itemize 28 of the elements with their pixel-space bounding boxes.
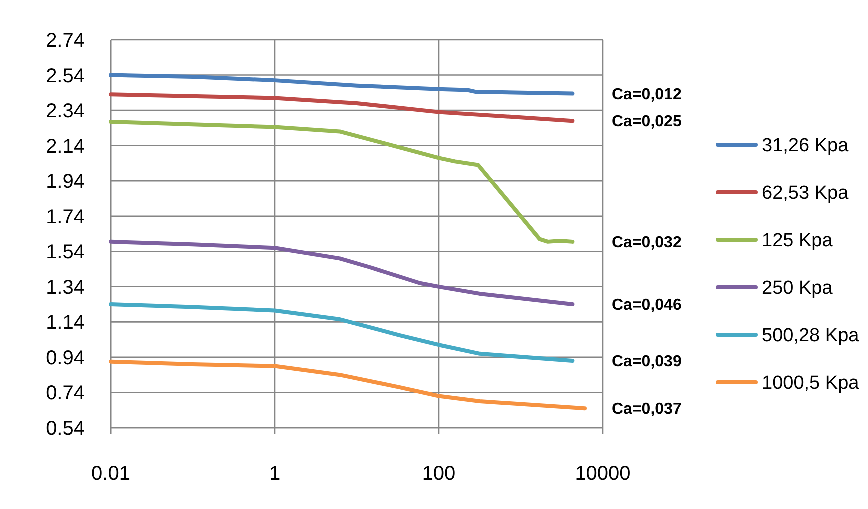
x-tick-label: 1	[269, 463, 281, 485]
y-tick-label: 1.54	[46, 242, 85, 264]
y-tick-label: 0.94	[46, 347, 85, 370]
text: Ca=0,025	[612, 114, 682, 131]
legend-label: 500,28 Kpa	[762, 326, 860, 347]
y-tick-label: 2.14	[46, 136, 85, 158]
y-tick-label: 1.14	[46, 312, 85, 334]
text: Ca=0,046	[612, 297, 682, 314]
legend-label: 125 Kpa	[762, 230, 834, 252]
legend-label: 1000,5 Kpa	[762, 373, 860, 394]
y-tick-label: 1.74	[46, 206, 85, 228]
legend-label: 62,53 Kpa	[762, 183, 850, 204]
y-tick-label: 0.54	[46, 418, 85, 440]
y-tick-label: 2.54	[46, 65, 85, 88]
y-tick-label: 2.74	[46, 30, 85, 52]
text: Ca=0,032	[612, 234, 682, 252]
y-tick-label: 1.94	[46, 171, 85, 194]
x-tick-label: 0.01	[92, 463, 130, 485]
x-tick-label: 100	[422, 463, 456, 485]
legend-label: 31,26 Kpa	[762, 136, 850, 157]
text: Ca=0,039	[612, 354, 682, 371]
x-tick-label: 10000	[575, 463, 631, 485]
text: Ca=0,037	[612, 401, 682, 418]
y-tick-label: 2.34	[46, 100, 85, 123]
text: Ca=0,012	[612, 86, 682, 104]
y-tick-label: 0.74	[46, 382, 85, 405]
legend-label: 250 Kpa	[762, 278, 834, 300]
y-tick-label: 1.34	[46, 276, 85, 299]
